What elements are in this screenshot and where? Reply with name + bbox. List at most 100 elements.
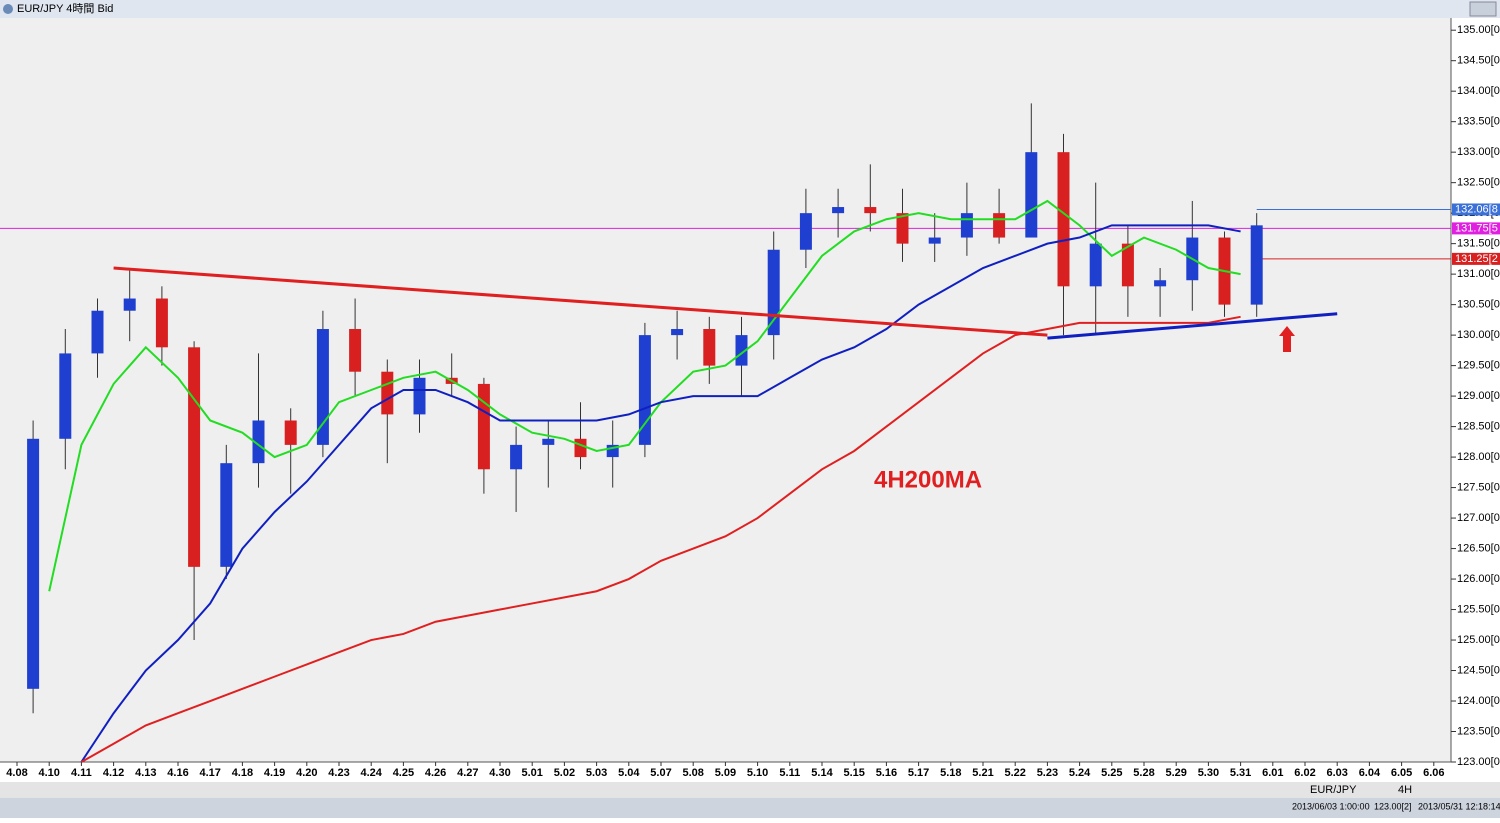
y-tick-label: 130.50[0 [1457, 299, 1500, 311]
x-tick-label: 5.31 [1230, 767, 1251, 779]
price-label: 131.25[2 [1455, 253, 1498, 265]
candle-body [638, 335, 651, 445]
y-tick-label: 132.50[0 [1457, 177, 1500, 189]
x-tick-label: 4.24 [360, 767, 382, 779]
y-tick-label: 134.50[0 [1457, 55, 1500, 67]
annotation: 4H200MA [874, 466, 982, 493]
x-tick-label: 5.23 [1037, 767, 1058, 779]
candle-body [703, 329, 716, 366]
x-tick-label: 5.07 [650, 767, 671, 779]
candle-body [1154, 280, 1167, 287]
app-icon [3, 4, 13, 14]
ma-line [48, 199, 1241, 592]
trendline [1047, 312, 1338, 340]
candle-body [188, 347, 201, 567]
y-tick-label: 127.00[0 [1457, 512, 1500, 524]
y-tick-label: 135.00[0 [1457, 24, 1500, 36]
candle-body [993, 213, 1006, 238]
x-tick-label: 4.20 [296, 767, 317, 779]
x-tick-label: 5.14 [811, 767, 833, 779]
y-tick-label: 129.00[0 [1457, 390, 1500, 402]
y-tick-label: 123.00[0 [1457, 756, 1500, 768]
status-bar [0, 798, 1500, 818]
title-bar [0, 0, 1500, 18]
candle-body [864, 207, 877, 214]
y-tick-label: 123.50[0 [1457, 725, 1500, 737]
x-tick-label: 4.17 [199, 767, 220, 779]
x-tick-label: 4.19 [264, 767, 285, 779]
arrow [1279, 326, 1295, 352]
candle-body [896, 213, 909, 244]
price-box [1452, 252, 1500, 265]
y-tick-label: 128.00[0 [1457, 451, 1500, 463]
x-tick-label: 5.24 [1069, 767, 1091, 779]
price-box [1452, 222, 1500, 235]
x-tick-label: 5.01 [521, 767, 542, 779]
y-tick-label: 129.50[0 [1457, 360, 1500, 372]
candle-body [1121, 243, 1134, 287]
y-tick-label: 133.50[0 [1457, 116, 1500, 128]
x-tick-label: 5.09 [715, 767, 736, 779]
x-tick-label: 5.25 [1101, 767, 1122, 779]
x-tick-label: 4.30 [489, 767, 510, 779]
x-tick-label: 5.08 [682, 767, 703, 779]
status-cursor: 2013/06/03 1:00:00 [1292, 801, 1370, 811]
price-label: 132.06[8 [1455, 203, 1498, 215]
y-tick-label: 131.00[0 [1457, 268, 1500, 280]
y-tick-label: 128.50[0 [1457, 420, 1500, 432]
x-tick-label: 5.15 [843, 767, 864, 779]
x-tick-label: 4.11 [71, 767, 92, 779]
candle-body [91, 310, 104, 354]
candle-body [1025, 152, 1038, 238]
status-price: 123.00[2] [1374, 801, 1412, 811]
candle-body [767, 249, 780, 336]
close-button[interactable] [1469, 1, 1497, 17]
x-tick-label: 4.27 [457, 767, 478, 779]
candle-body [1089, 243, 1102, 287]
y-tick-label: 126.00[0 [1457, 573, 1500, 585]
candle-body [960, 213, 973, 238]
x-tick-label: 5.10 [747, 767, 768, 779]
candle-body [123, 298, 136, 311]
x-tick-label: 4.18 [232, 767, 253, 779]
candle-body [671, 329, 684, 336]
x-tick-label: 6.01 [1262, 767, 1283, 779]
candle-body [27, 438, 40, 689]
candle-body [349, 329, 362, 372]
scrollbar[interactable] [0, 782, 1500, 798]
candle-body [510, 444, 523, 470]
y-tick-label: 134.00[0 [1457, 85, 1500, 97]
candle-body [220, 463, 233, 567]
x-tick-label: 5.22 [1004, 767, 1025, 779]
price-axis [1451, 18, 1500, 762]
candle-body [1057, 152, 1070, 287]
toolbar-period[interactable]: 4H [1398, 784, 1412, 796]
x-tick-label: 4.13 [135, 767, 156, 779]
y-tick-label: 133.00[0 [1457, 146, 1500, 158]
candle-body [413, 377, 426, 415]
x-tick-label: 6.05 [1391, 767, 1412, 779]
x-tick-label: 6.02 [1294, 767, 1315, 779]
candle-body [574, 438, 587, 458]
trendline [113, 266, 1048, 337]
ma-line [80, 224, 1241, 763]
candle-body [1250, 225, 1263, 305]
candle-body [799, 213, 812, 250]
toolbar-symbol[interactable]: EUR/JPY [1310, 784, 1357, 796]
candle-body [381, 371, 394, 415]
x-tick-label: 5.17 [908, 767, 929, 779]
x-tick-label: 5.30 [1198, 767, 1219, 779]
x-tick-label: 4.10 [38, 767, 59, 779]
x-tick-label: 5.21 [972, 767, 993, 779]
x-tick-label: 5.16 [876, 767, 897, 779]
candle-body [252, 420, 265, 464]
ma-line [80, 315, 1241, 763]
candle-body [284, 420, 297, 445]
candle-body [832, 207, 845, 214]
window-title: EUR/JPY 4時間 Bid [17, 2, 113, 15]
plot-area [0, 18, 1451, 762]
y-tick-label: 131.50[0 [1457, 238, 1500, 250]
y-tick-label: 125.50[0 [1457, 603, 1500, 615]
candle-body [928, 237, 941, 244]
